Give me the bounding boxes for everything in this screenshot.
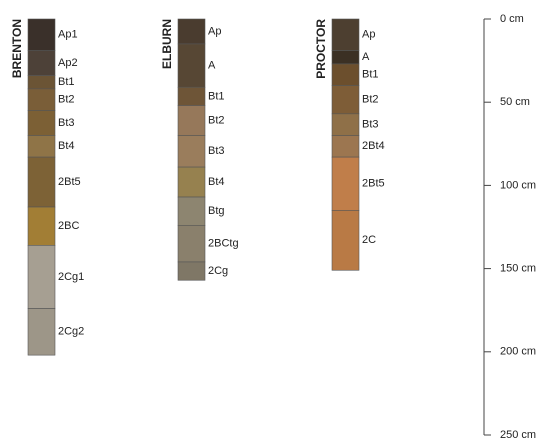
horizon-label: Ap1 [58, 29, 78, 41]
horizon-label: A [362, 51, 370, 63]
horizon [331, 135, 360, 158]
horizon [27, 206, 56, 246]
horizon [331, 63, 360, 86]
horizon [331, 18, 360, 51]
horizon [177, 105, 206, 136]
horizon [331, 50, 360, 65]
horizon [177, 196, 206, 226]
horizon-label: Bt4 [208, 176, 225, 188]
horizon [27, 308, 56, 356]
horizon-label: Bt3 [362, 119, 379, 131]
y-tick-label: 50 cm [500, 96, 530, 108]
profile-name: BRENTON [10, 19, 24, 78]
horizon-label: 2Cg1 [58, 271, 84, 283]
horizon-label: Ap2 [58, 57, 78, 69]
horizon-label: A [208, 59, 216, 71]
profile-name: ELBURN [160, 19, 174, 69]
horizon [331, 156, 360, 211]
horizon [27, 18, 56, 51]
y-tick-label: 200 cm [500, 346, 536, 358]
horizon-label: 2Cg [208, 265, 228, 277]
horizon [27, 110, 56, 136]
horizon-label: 2BC [58, 220, 79, 232]
horizon [177, 166, 206, 198]
profile-name: PROCTOR [314, 19, 328, 79]
horizon [177, 86, 206, 106]
horizon [27, 245, 56, 309]
horizon [177, 135, 206, 168]
horizon [177, 261, 206, 281]
horizon-label: Bt2 [362, 94, 379, 106]
horizon-label: Bt3 [58, 117, 75, 129]
horizon [27, 135, 56, 158]
horizon-label: Bt2 [208, 114, 225, 126]
horizon-label: 2Cg2 [58, 326, 84, 338]
horizon-label: 2Bt4 [362, 140, 385, 152]
horizon [177, 43, 206, 88]
horizon [331, 85, 360, 115]
horizon [331, 113, 360, 136]
horizon [27, 50, 56, 76]
horizon [177, 225, 206, 263]
horizon-label: 2C [362, 234, 376, 246]
y-tick-label: 100 cm [500, 179, 536, 191]
horizon-label: Bt4 [58, 140, 75, 152]
horizon-label: Bt3 [208, 145, 225, 157]
horizon-label: Bt1 [362, 69, 379, 81]
horizon-label: Bt1 [208, 90, 225, 102]
y-tick-label: 150 cm [500, 263, 536, 275]
horizon-label: 2Bt5 [58, 176, 81, 188]
y-tick-label: 0 cm [500, 13, 524, 25]
horizon-label: Bt1 [58, 76, 75, 88]
horizon-label: 2BCtg [208, 238, 239, 250]
horizon [27, 88, 56, 111]
horizon-label: Ap [362, 29, 375, 41]
horizon [331, 210, 360, 271]
horizon-label: Ap [208, 25, 221, 37]
horizon-label: Btg [208, 205, 225, 217]
horizon [177, 18, 206, 45]
horizon-label: Bt2 [58, 94, 75, 106]
horizon-label: 2Bt5 [362, 178, 385, 190]
horizon [27, 75, 56, 90]
y-tick-label: 250 cm [500, 429, 536, 441]
horizon [27, 156, 56, 208]
